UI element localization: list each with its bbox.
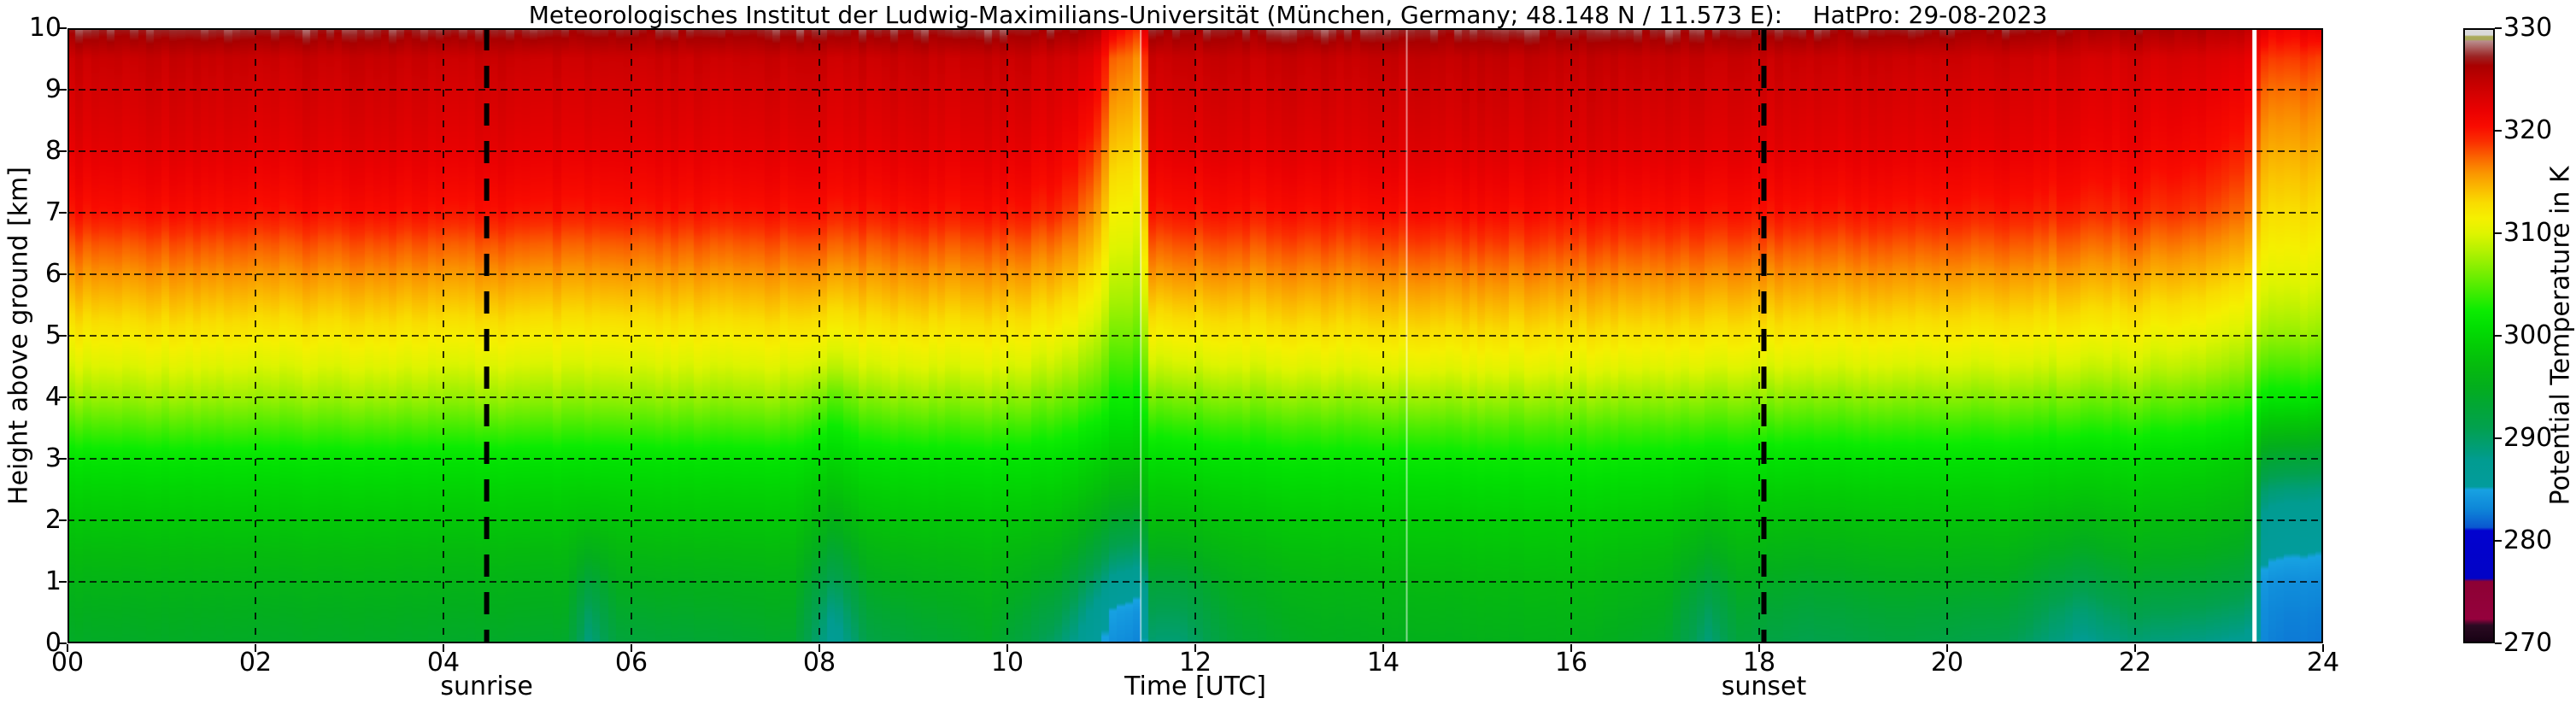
y-tick-label-2: 2 (44, 505, 62, 535)
x-tick-mark-0 (67, 644, 68, 652)
x-tick-mark-20 (1946, 644, 1948, 652)
colorbar-tick-label-320: 320 (2503, 115, 2553, 145)
colorbar-tick-label-300: 300 (2503, 320, 2553, 350)
y-tick-label-3: 3 (44, 443, 62, 473)
y-tick-mark-4 (59, 396, 67, 398)
x-tick-label-24: 24 (2306, 648, 2340, 678)
x-tick-mark-6 (631, 644, 632, 652)
x-tick-label-0: 00 (50, 648, 85, 678)
x-tick-label-18: 18 (1742, 648, 1776, 678)
colorbar-tick-label-330: 330 (2503, 13, 2553, 43)
colorbar-tick-label-310: 310 (2503, 218, 2553, 248)
y-axis-title: Height above ground [km] (3, 167, 34, 505)
colorbar-tick-mark-270 (2495, 642, 2502, 644)
y-tick-mark-8 (59, 150, 67, 152)
heatmap-plot-area (67, 28, 2323, 643)
colorbar-tick-label-290: 290 (2503, 423, 2553, 453)
y-tick-label-8: 8 (44, 136, 62, 166)
x-tick-mark-22 (2134, 644, 2136, 652)
x-tick-label-16: 16 (1554, 648, 1588, 678)
y-tick-mark-1 (59, 581, 67, 583)
x-tick-label-12: 12 (1178, 648, 1212, 678)
colorbar-tick-label-280: 280 (2503, 525, 2553, 555)
x-tick-label-2: 02 (238, 648, 273, 678)
sunset-label: sunset (1721, 672, 1807, 701)
x-tick-label-22: 22 (2118, 648, 2152, 678)
colorbar (2463, 28, 2495, 643)
y-tick-mark-10 (59, 27, 67, 29)
y-tick-mark-0 (59, 642, 67, 644)
x-tick-label-10: 10 (990, 648, 1024, 678)
x-tick-label-20: 20 (1930, 648, 1964, 678)
x-tick-mark-12 (1194, 644, 1196, 652)
x-tick-mark-14 (1382, 644, 1384, 652)
x-tick-mark-4 (443, 644, 444, 652)
sunrise-label: sunrise (440, 672, 533, 701)
x-tick-label-6: 06 (614, 648, 648, 678)
colorbar-title: Potential Temperature in K (2545, 166, 2576, 506)
y-tick-label-9: 9 (44, 74, 62, 104)
plot-overlay (67, 28, 2323, 643)
x-tick-mark-24 (2322, 644, 2324, 652)
y-tick-label-7: 7 (44, 197, 62, 227)
x-tick-mark-18 (1758, 644, 1760, 652)
x-tick-mark-10 (1006, 644, 1008, 652)
colorbar-tick-mark-290 (2495, 437, 2502, 439)
y-tick-label-1: 1 (44, 566, 62, 596)
x-tick-label-14: 14 (1366, 648, 1400, 678)
figure-title: Meteorologisches Institut der Ludwig-Max… (528, 1, 2048, 29)
colorbar-tick-mark-280 (2495, 540, 2502, 542)
y-tick-mark-2 (59, 519, 67, 521)
x-tick-mark-2 (255, 644, 256, 652)
y-tick-label-10: 10 (28, 13, 62, 43)
y-tick-mark-9 (59, 89, 67, 91)
y-tick-label-6: 6 (44, 259, 62, 289)
plot-frame (67, 28, 2323, 643)
x-tick-label-8: 08 (802, 648, 836, 678)
y-tick-label-0: 0 (44, 628, 62, 658)
y-tick-mark-3 (59, 458, 67, 460)
x-axis-title: Time [UTC] (1124, 672, 1266, 701)
y-tick-mark-7 (59, 212, 67, 214)
colorbar-tick-label-270: 270 (2503, 628, 2553, 658)
y-tick-mark-6 (59, 273, 67, 275)
x-tick-label-4: 04 (426, 648, 461, 678)
y-tick-mark-5 (59, 335, 67, 337)
colorbar-tick-mark-320 (2495, 130, 2502, 132)
y-tick-label-5: 5 (44, 320, 62, 350)
colorbar-tick-mark-300 (2495, 335, 2502, 337)
colorbar-tick-mark-330 (2495, 27, 2502, 29)
x-tick-mark-8 (819, 644, 820, 652)
y-tick-label-4: 4 (44, 382, 62, 412)
x-tick-mark-16 (1570, 644, 1572, 652)
colorbar-tick-mark-310 (2495, 232, 2502, 234)
